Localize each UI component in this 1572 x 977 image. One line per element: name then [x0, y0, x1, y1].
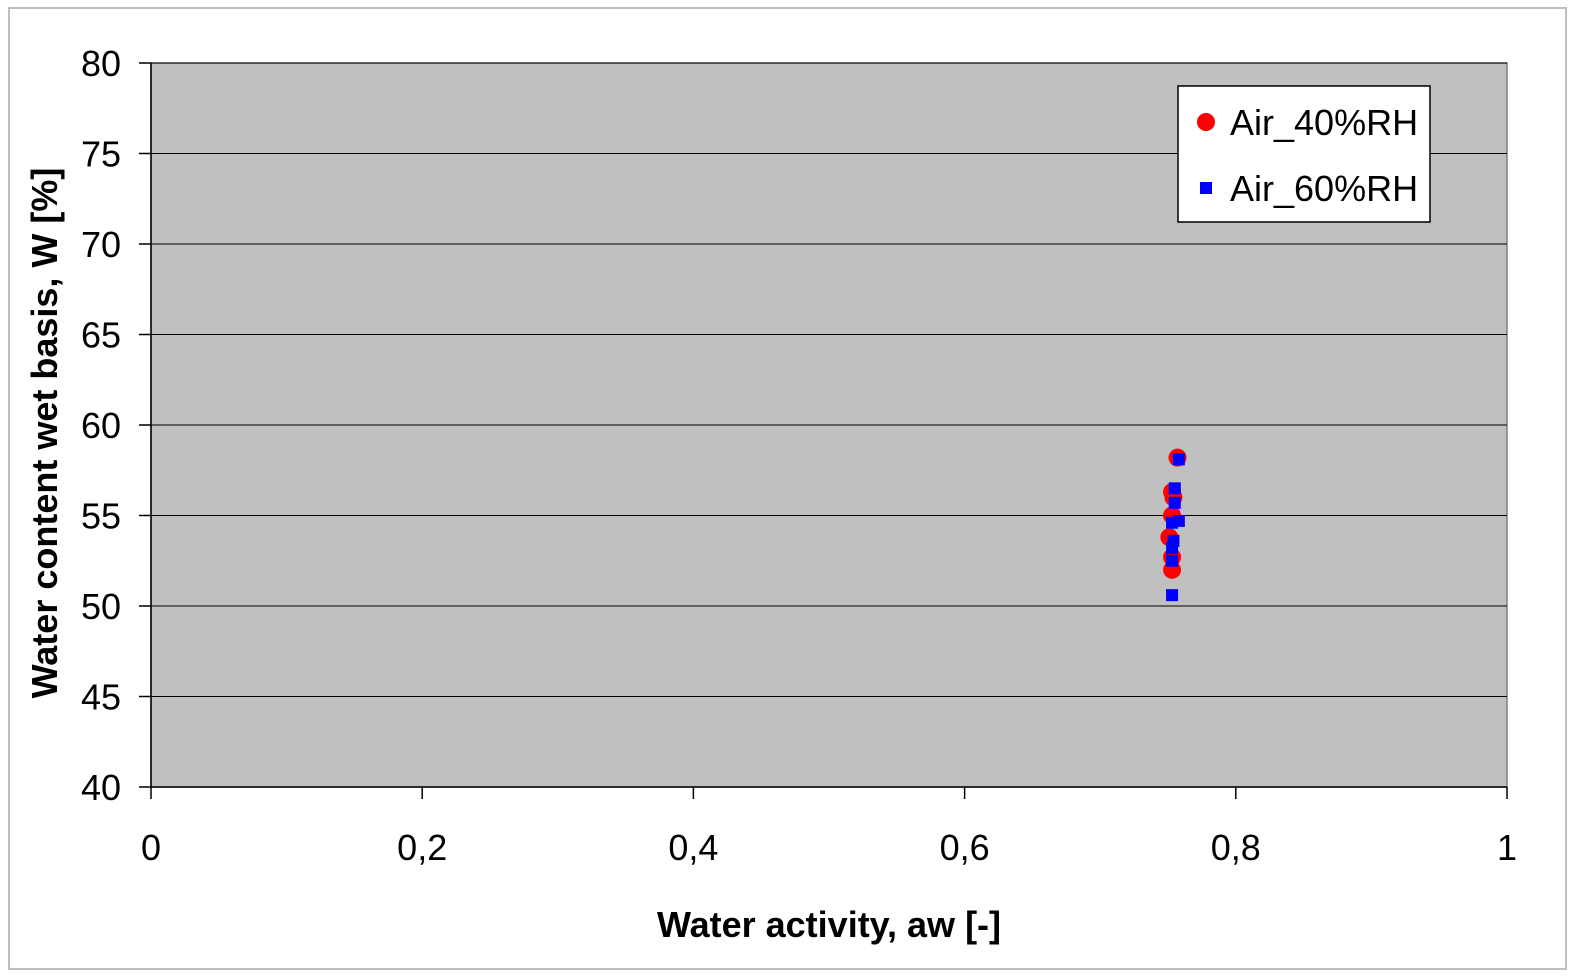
y-tick-label: 80	[81, 43, 121, 84]
y-tick-label: 70	[81, 224, 121, 265]
x-tick-label: 0,8	[1211, 827, 1261, 868]
x-axis-ticks: 0 0,2 0,4 0,6 0,8 1	[141, 787, 1517, 868]
data-point-square	[1166, 589, 1179, 602]
y-tick-label: 75	[81, 134, 121, 175]
legend-label: Air_60%RH	[1230, 168, 1418, 209]
x-tick-label: 0,2	[397, 827, 447, 868]
legend-marker-circle	[1197, 113, 1215, 131]
y-tick-label: 45	[81, 677, 121, 718]
data-point-square	[1172, 453, 1185, 466]
series-1-points	[1166, 453, 1185, 602]
x-tick-label: 1	[1497, 827, 1517, 868]
legend: Air_40%RH Air_60%RH	[1177, 85, 1431, 223]
data-point-square	[1168, 482, 1181, 495]
x-axis-title: Water activity, aw [-]	[657, 904, 1001, 945]
x-tick-label: 0	[141, 827, 161, 868]
y-tick-label: 55	[81, 496, 121, 537]
y-axis-ticks: 40 45 50 55 60 65 70 75 80	[81, 43, 151, 808]
x-tick-label: 0,6	[940, 827, 990, 868]
data-point-square	[1166, 542, 1179, 555]
data-point-square	[1166, 516, 1179, 529]
legend-marker-square	[1200, 182, 1212, 194]
y-tick-label: 40	[81, 767, 121, 808]
grid-lines	[151, 62, 1507, 697]
data-points	[1160, 448, 1187, 602]
y-tick-label: 50	[81, 586, 121, 627]
data-point-square	[1166, 554, 1179, 567]
y-tick-label: 60	[81, 405, 121, 446]
data-point-square	[1168, 496, 1181, 509]
y-axis-title: Water content wet basis, W [%]	[24, 168, 65, 699]
y-tick-label: 65	[81, 315, 121, 356]
legend-label: Air_40%RH	[1230, 102, 1418, 143]
legend-box	[1177, 85, 1431, 223]
x-tick-label: 0,4	[668, 827, 718, 868]
